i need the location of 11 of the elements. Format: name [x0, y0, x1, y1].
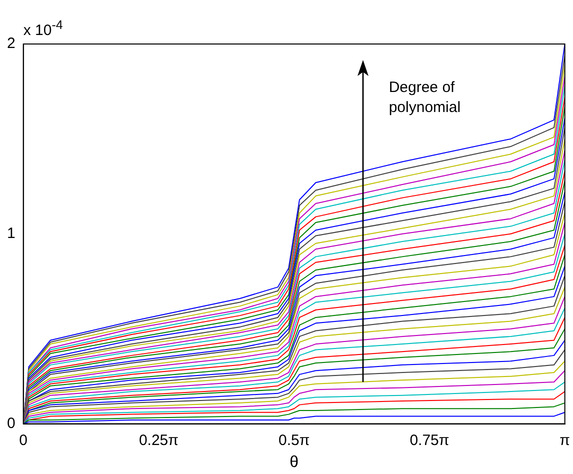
y-tick-label: 0: [7, 414, 16, 432]
x-tick-label: π: [560, 432, 570, 449]
x-tick-label: 0: [19, 432, 28, 449]
text: x 10$^{-4}$: [23, 18, 63, 39]
y-tick-label: 1: [7, 225, 16, 242]
x-tick-label: 0.25π: [138, 432, 178, 449]
x-axis-title: θ: [290, 454, 299, 471]
y-tick-label: 2: [7, 35, 16, 52]
x-tick-label: 0.75π: [410, 432, 450, 449]
x-tick-label: 0.5π: [278, 432, 310, 449]
annotation: Degree of polynomial: [388, 78, 462, 118]
